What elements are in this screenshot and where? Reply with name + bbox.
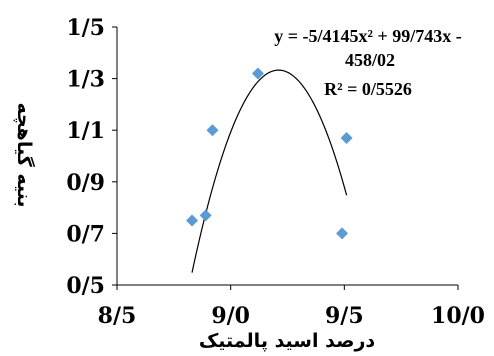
x-axis-ticks: 8/5 9/0 9/5 10/0 bbox=[98, 285, 485, 329]
equation-line: y = -5/4145x² + 99/743x - bbox=[274, 26, 461, 46]
x-tick-label: 10/0 bbox=[431, 303, 485, 329]
data-points bbox=[186, 67, 353, 240]
y-axis-ticks: 0/5 0/7 0/9 1/1 1/3 1/5 bbox=[66, 15, 117, 299]
y-axis-title: بنیه گیاهچه bbox=[13, 102, 36, 207]
data-point bbox=[206, 124, 219, 137]
y-tick-label: 0/5 bbox=[66, 273, 105, 299]
x-tick-label: 8/5 bbox=[98, 303, 137, 329]
chart-axes bbox=[116, 27, 458, 286]
data-point bbox=[340, 131, 353, 144]
y-tick-label: 0/7 bbox=[66, 221, 105, 247]
y-tick-label: 1/3 bbox=[66, 67, 105, 93]
x-axis-title: درصد اسید پالمتیک bbox=[199, 330, 376, 352]
data-point bbox=[199, 209, 212, 222]
data-point bbox=[251, 67, 264, 80]
y-tick-label: 1/1 bbox=[66, 118, 105, 144]
equation-line: R² = 0/5526 bbox=[324, 79, 412, 99]
x-tick-label: 9/5 bbox=[325, 303, 364, 329]
equation-line: 458/02 bbox=[345, 50, 395, 70]
data-point bbox=[186, 214, 199, 227]
trendline-equation: y = -5/4145x² + 99/743x - 458/02 R² = 0/55… bbox=[274, 26, 461, 99]
y-tick-label: 1/5 bbox=[66, 15, 105, 41]
x-tick-label: 9/0 bbox=[211, 303, 250, 329]
data-point bbox=[336, 227, 349, 240]
trendline-group bbox=[191, 69, 348, 273]
y-tick-label: 0/9 bbox=[66, 170, 105, 196]
trendline bbox=[191, 69, 348, 273]
